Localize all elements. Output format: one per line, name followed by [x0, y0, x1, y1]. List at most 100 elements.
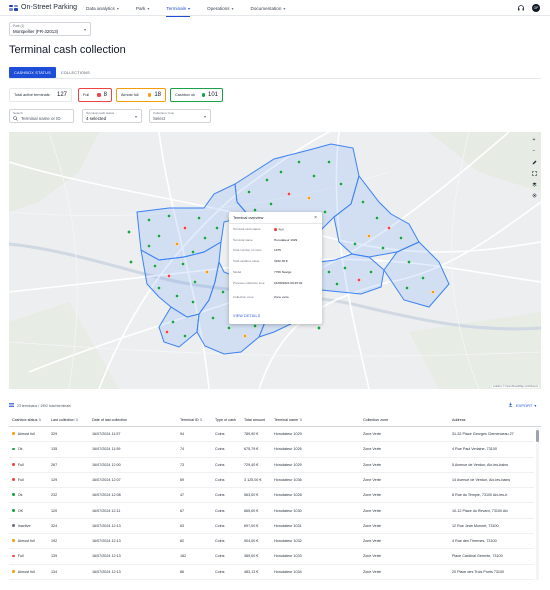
terminal-marker[interactable] — [353, 242, 357, 246]
terminal-marker[interactable] — [183, 334, 187, 338]
collection-zone-select[interactable]: Collection zone Select ▾ — [149, 109, 211, 123]
terminal-marker[interactable] — [175, 294, 179, 298]
terminal-marker[interactable] — [297, 160, 301, 164]
terminal-marker[interactable] — [312, 174, 316, 178]
terminal-marker[interactable] — [327, 270, 331, 274]
terminal-marker[interactable] — [167, 214, 171, 218]
terminal-marker[interactable] — [387, 226, 391, 230]
table-row[interactable]: Almost full 192 16/07/2024 12:13 82 Coin… — [9, 534, 534, 550]
brand[interactable]: On-Street Parking — [9, 4, 77, 11]
terminal-marker[interactable] — [253, 208, 257, 212]
pencil-icon[interactable] — [530, 158, 538, 166]
terminal-marker[interactable] — [279, 170, 283, 174]
search-input[interactable]: Search Terminal name or ID — [9, 109, 74, 123]
terminal-marker[interactable] — [181, 262, 185, 266]
terminal-marker[interactable] — [175, 242, 179, 246]
nav-item-terminals[interactable]: Terminals ▾ — [166, 0, 190, 17]
table-row[interactable]: Full 139 16/07/2024 12:13 182 Coins 389,… — [9, 549, 534, 565]
minus-icon[interactable]: − — [532, 148, 536, 154]
terminal-marker[interactable] — [127, 230, 131, 234]
view-details-link[interactable]: VIEW DETAILS — [233, 314, 261, 318]
terminal-marker[interactable] — [323, 210, 327, 214]
terminal-marker[interactable] — [129, 260, 133, 264]
terminal-marker[interactable] — [405, 286, 409, 290]
terminal-marker[interactable] — [183, 226, 187, 230]
terminal-marker[interactable] — [399, 236, 403, 240]
terminal-marker[interactable] — [191, 250, 195, 254]
export-button[interactable]: EXPORT ▾ — [508, 402, 536, 408]
park-select[interactable]: Park (1) Montpellier (FR-32013) ▾ — [9, 22, 91, 36]
stat-almost-full[interactable]: Almost full 18 — [116, 88, 166, 102]
terminal-map[interactable]: + − Leaflet | © OpenStreetMap contributo… — [9, 132, 541, 389]
terminal-marker[interactable] — [367, 234, 371, 238]
terminal-marker[interactable] — [343, 266, 347, 270]
terminal-status-select[interactable]: Terminal cash status 4 selected ▾ — [82, 109, 142, 123]
terminal-marker[interactable] — [307, 196, 311, 200]
terminal-marker[interactable] — [153, 264, 157, 268]
terminal-marker[interactable] — [407, 260, 411, 264]
table-row[interactable]: OK 120 16/07/2024 12:11 67 Coins 665,00 … — [9, 504, 534, 519]
terminal-marker[interactable] — [375, 216, 379, 220]
terminal-marker[interactable] — [317, 326, 321, 330]
stat-cashbox-ok[interactable]: Cashbox ok 101 — [170, 88, 223, 102]
terminal-marker[interactable] — [147, 244, 151, 248]
column-header-total-amount[interactable]: Total amount — [244, 418, 265, 422]
terminal-marker[interactable] — [191, 300, 195, 304]
terminal-marker[interactable] — [357, 278, 361, 282]
terminal-marker[interactable] — [327, 160, 331, 164]
table-scrollbar-thumb[interactable] — [536, 430, 539, 442]
table-row[interactable]: Almost full 329 16/07/2024 11:57 94 Coin… — [9, 427, 534, 443]
column-header-last-collection[interactable]: Last collection⇅ — [51, 418, 78, 422]
stat-full[interactable]: Full 8 — [78, 88, 112, 102]
table-row[interactable]: Full 267 16/07/2024 12:00 73 Coins 729,4… — [9, 458, 534, 473]
terminal-marker[interactable] — [165, 330, 169, 334]
table-row[interactable]: Ok 232 16/07/2024 12:08 47 Coins 563,00 … — [9, 488, 534, 504]
column-header-date[interactable]: Date of last collection — [92, 418, 127, 422]
column-header-cashbox-status[interactable]: Cashbox status⇅ — [12, 418, 42, 422]
terminal-marker[interactable] — [215, 226, 219, 230]
locate-icon[interactable] — [530, 191, 538, 199]
terminal-marker[interactable] — [205, 270, 209, 274]
column-header-type-of-cash[interactable]: Type of cash — [215, 418, 236, 422]
terminal-marker[interactable] — [269, 202, 273, 206]
table-row[interactable]: Ok 135 16/07/2024 11:59 74 Coins 675,79 … — [9, 442, 534, 458]
column-header-terminal-name[interactable]: Terminal name⇅ — [274, 418, 302, 422]
avatar[interactable]: OP — [532, 3, 540, 12]
terminal-marker[interactable] — [335, 282, 339, 286]
terminal-marker[interactable] — [193, 280, 197, 284]
tab-cashbox-status[interactable]: CASHBOX STATUS — [9, 67, 56, 78]
table-row[interactable]: Inactive 324 16/07/2024 12:13 63 Coins 6… — [9, 519, 534, 535]
terminal-marker[interactable] — [265, 178, 269, 182]
terminal-marker[interactable] — [171, 320, 175, 324]
terminal-marker[interactable] — [203, 236, 207, 240]
headset-icon[interactable] — [516, 3, 525, 12]
terminal-marker[interactable] — [421, 276, 425, 280]
terminal-marker[interactable] — [381, 246, 385, 250]
terminal-marker[interactable] — [197, 216, 201, 220]
table-row[interactable]: Almost full 134 16/07/2024 12:13 86 Coin… — [9, 565, 534, 580]
fullscreen-icon[interactable] — [530, 169, 538, 177]
column-header-collection-zone[interactable]: Collection zone — [363, 418, 388, 422]
table-scrollbar[interactable] — [536, 428, 539, 580]
terminal-marker[interactable] — [253, 324, 257, 328]
nav-item-park[interactable]: Park ▾ — [136, 0, 149, 16]
tab-collections[interactable]: COLLECTIONS — [60, 70, 90, 75]
terminal-marker[interactable] — [227, 326, 231, 330]
terminal-marker[interactable] — [369, 270, 373, 274]
terminal-marker[interactable] — [157, 234, 161, 238]
terminal-marker[interactable] — [339, 182, 343, 186]
terminal-marker[interactable] — [361, 200, 365, 204]
terminal-marker[interactable] — [147, 218, 151, 222]
nav-item-data-analytics[interactable]: Data analytics ▾ — [86, 0, 119, 16]
nav-item-operations[interactable]: Operations ▾ — [207, 0, 234, 16]
terminal-marker[interactable] — [167, 274, 171, 278]
terminal-marker[interactable] — [157, 286, 161, 290]
terminal-marker[interactable] — [211, 316, 215, 320]
terminal-marker[interactable] — [431, 290, 435, 294]
plus-icon[interactable]: + — [532, 137, 536, 143]
nav-item-documentation[interactable]: Documentation ▾ — [251, 0, 286, 16]
layers-icon[interactable] — [530, 180, 538, 188]
terminal-marker[interactable] — [243, 334, 247, 338]
terminal-marker[interactable] — [221, 290, 225, 294]
table-row[interactable]: Full 129 16/07/2024 12:07 69 Coins 3 125… — [9, 473, 534, 489]
